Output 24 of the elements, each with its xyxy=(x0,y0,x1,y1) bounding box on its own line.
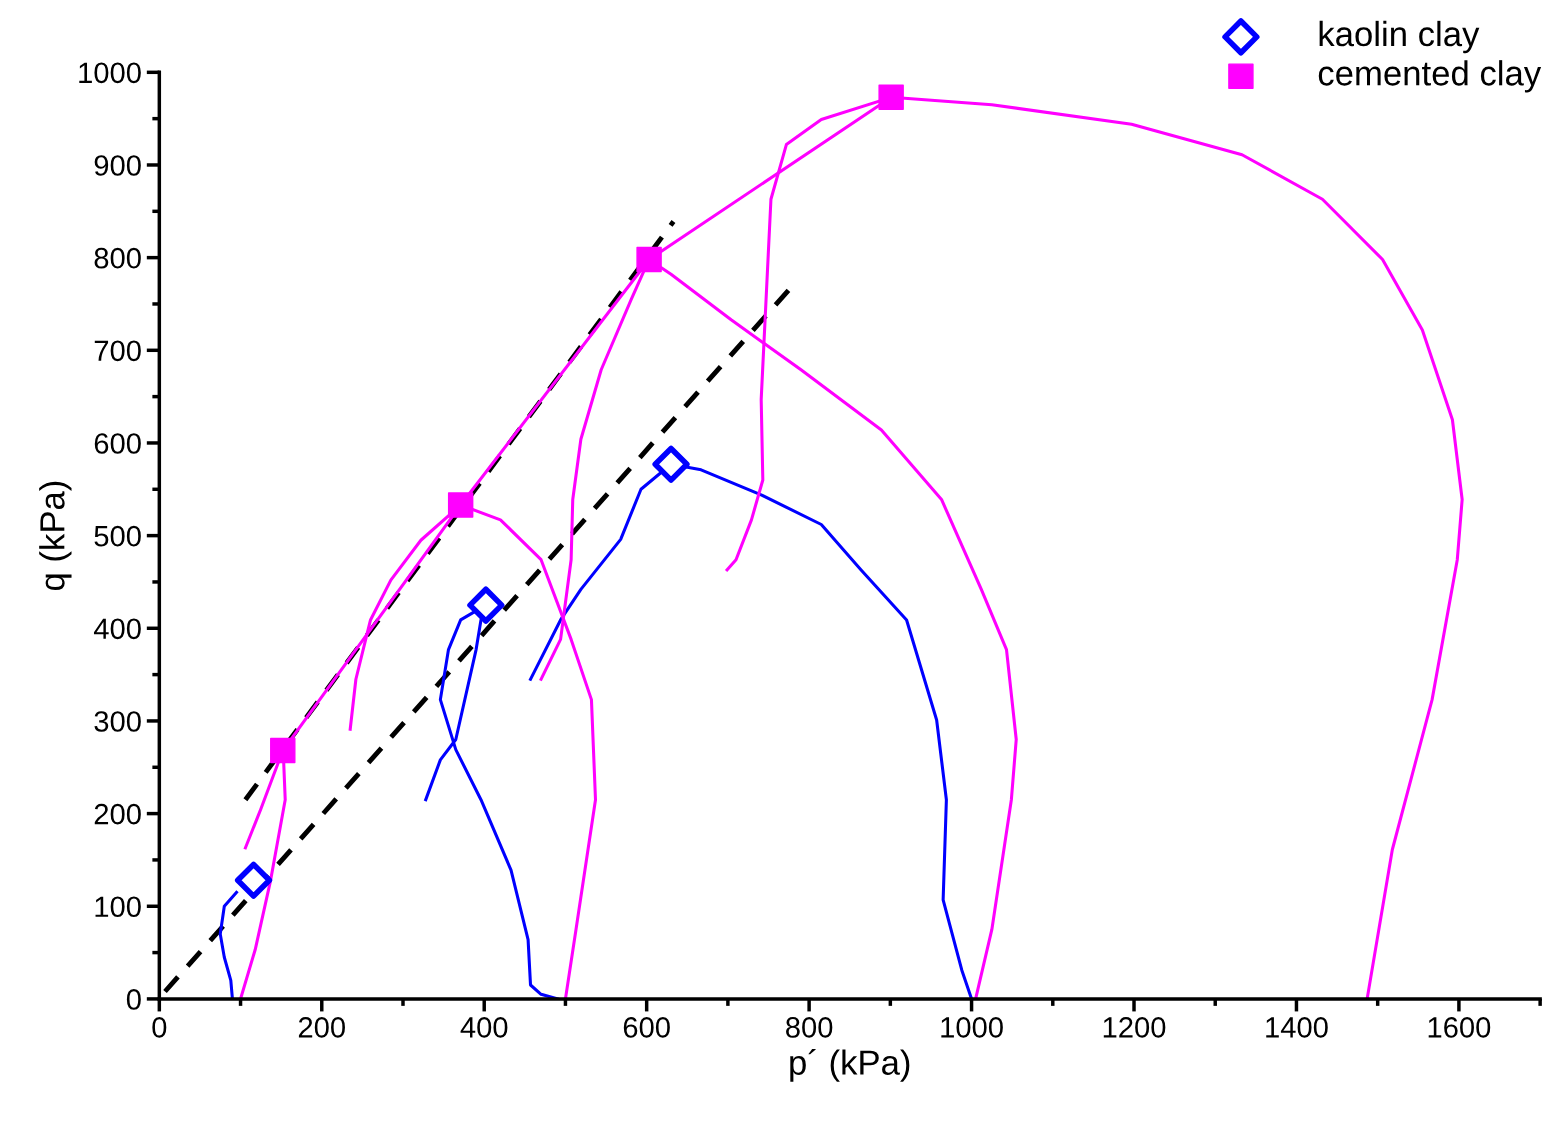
x-tick-label: 1200 xyxy=(1103,1017,1166,1038)
x-tick-label: 1600 xyxy=(1428,1017,1491,1038)
y-tick-label: 600 xyxy=(94,433,141,454)
y-tick-label: 200 xyxy=(94,803,141,825)
x-tick-label: 800 xyxy=(786,1017,833,1038)
y-tick-label: 400 xyxy=(93,618,141,640)
x-tick-label: 1000 xyxy=(941,1017,1003,1038)
legend-label: cemented clay xyxy=(1318,60,1542,93)
x-tick-label: 600 xyxy=(623,1017,670,1038)
y-tick-label: 300 xyxy=(94,711,141,732)
x-tick-label: 400 xyxy=(460,1017,508,1038)
y-axis-title: q (kPa) xyxy=(39,481,72,591)
y-tick-label: 100 xyxy=(95,896,141,918)
y-tick-label: 700 xyxy=(94,340,141,362)
y-tick-label: 0 xyxy=(126,989,141,1010)
x-tick-label: 1400 xyxy=(1266,1017,1328,1038)
y-tick-label: 900 xyxy=(94,155,141,176)
x-axis-title: p´ (kPa) xyxy=(790,1049,910,1082)
y-tick-label: 500 xyxy=(94,525,141,547)
y-tick-label: 1000 xyxy=(79,62,141,84)
x-tick-label: 0 xyxy=(152,1017,167,1038)
x-tick-label: 200 xyxy=(298,1017,345,1038)
y-tick-label: 800 xyxy=(94,247,141,269)
legend-label: kaolin clay xyxy=(1319,20,1480,54)
